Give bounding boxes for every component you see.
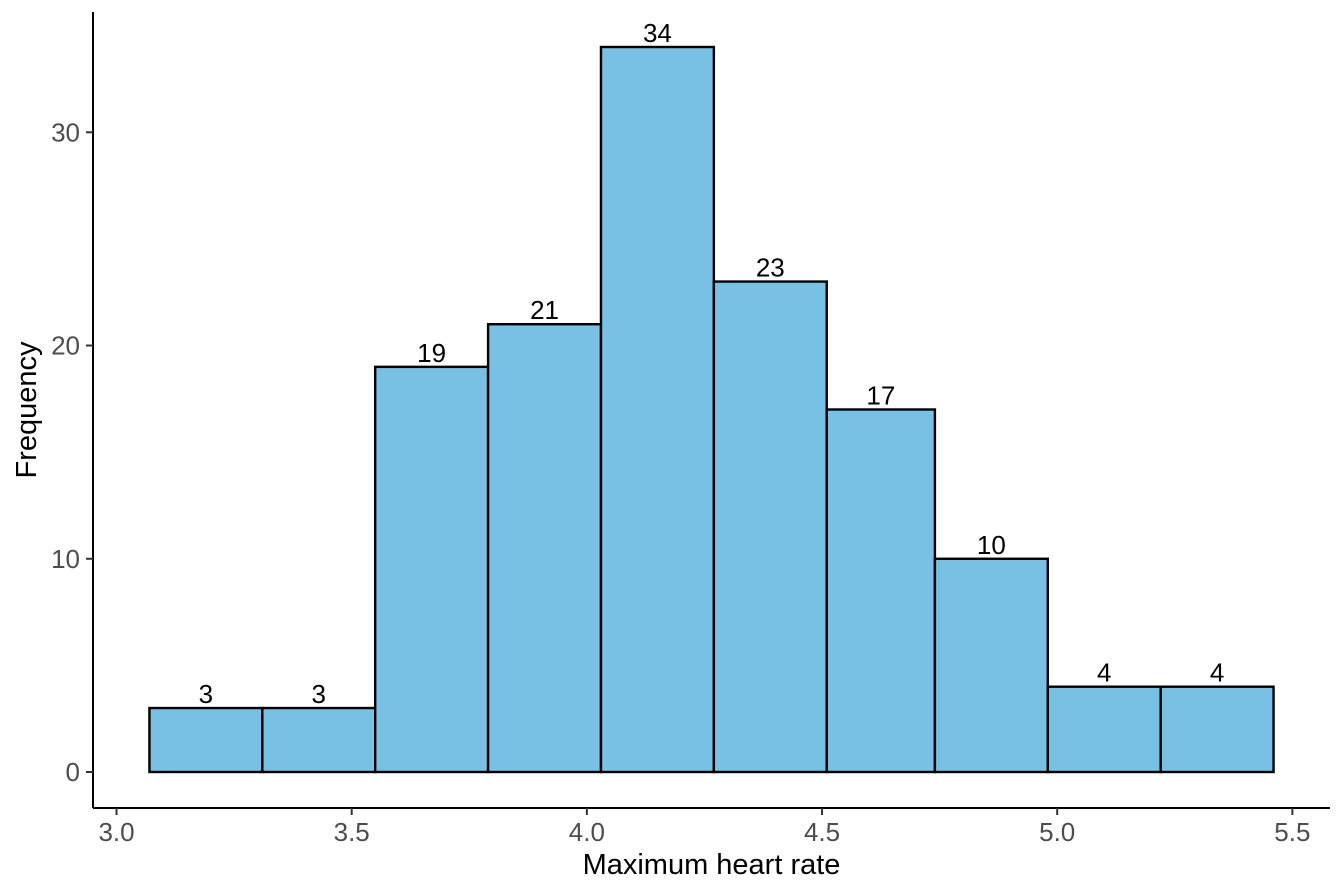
y-axis-title: Frequency <box>11 341 43 479</box>
x-tick-label: 4.5 <box>804 817 840 847</box>
y-axis-ticks: 0 10 20 30 <box>51 117 93 787</box>
bars-group <box>148 45 1275 774</box>
histogram-bar <box>486 323 603 774</box>
x-tick-label: 5.0 <box>1039 817 1075 847</box>
y-tick-label: 10 <box>51 544 80 574</box>
x-tick-label: 3.0 <box>98 817 134 847</box>
bar-count-label: 10 <box>977 530 1006 560</box>
bar-count-label: 23 <box>756 253 785 283</box>
bar-labels-group: 3 3 19 21 34 23 17 10 4 4 <box>199 18 1225 709</box>
bar-count-label: 17 <box>866 381 895 411</box>
x-axis-ticks: 3.0 3.5 4.0 4.5 5.0 5.5 <box>98 808 1310 847</box>
x-tick-label: 5.5 <box>1274 817 1310 847</box>
x-axis-title: Maximum heart rate <box>583 849 841 881</box>
bar-count-label: 21 <box>530 295 559 325</box>
histogram-bar <box>933 557 1049 774</box>
bar-count-label: 3 <box>199 679 213 709</box>
bar-count-label: 3 <box>312 679 326 709</box>
y-tick-label: 0 <box>66 757 80 787</box>
bar-count-label: 19 <box>417 338 446 368</box>
histogram-bar <box>599 45 716 774</box>
histogram-bar <box>1046 685 1162 774</box>
bar-count-label: 4 <box>1210 658 1224 688</box>
y-tick-label: 20 <box>51 331 80 361</box>
x-tick-label: 4.0 <box>569 817 605 847</box>
histogram-bar <box>148 706 264 774</box>
histogram-bar <box>1159 685 1275 774</box>
y-tick-label: 30 <box>51 117 80 147</box>
histogram-bar <box>712 280 828 774</box>
histogram-bar <box>825 408 937 774</box>
x-tick-label: 3.5 <box>334 817 370 847</box>
histogram-bar <box>374 365 490 774</box>
bar-count-label: 4 <box>1097 658 1111 688</box>
histogram-bar <box>261 706 377 774</box>
bar-count-label: 34 <box>643 18 672 48</box>
